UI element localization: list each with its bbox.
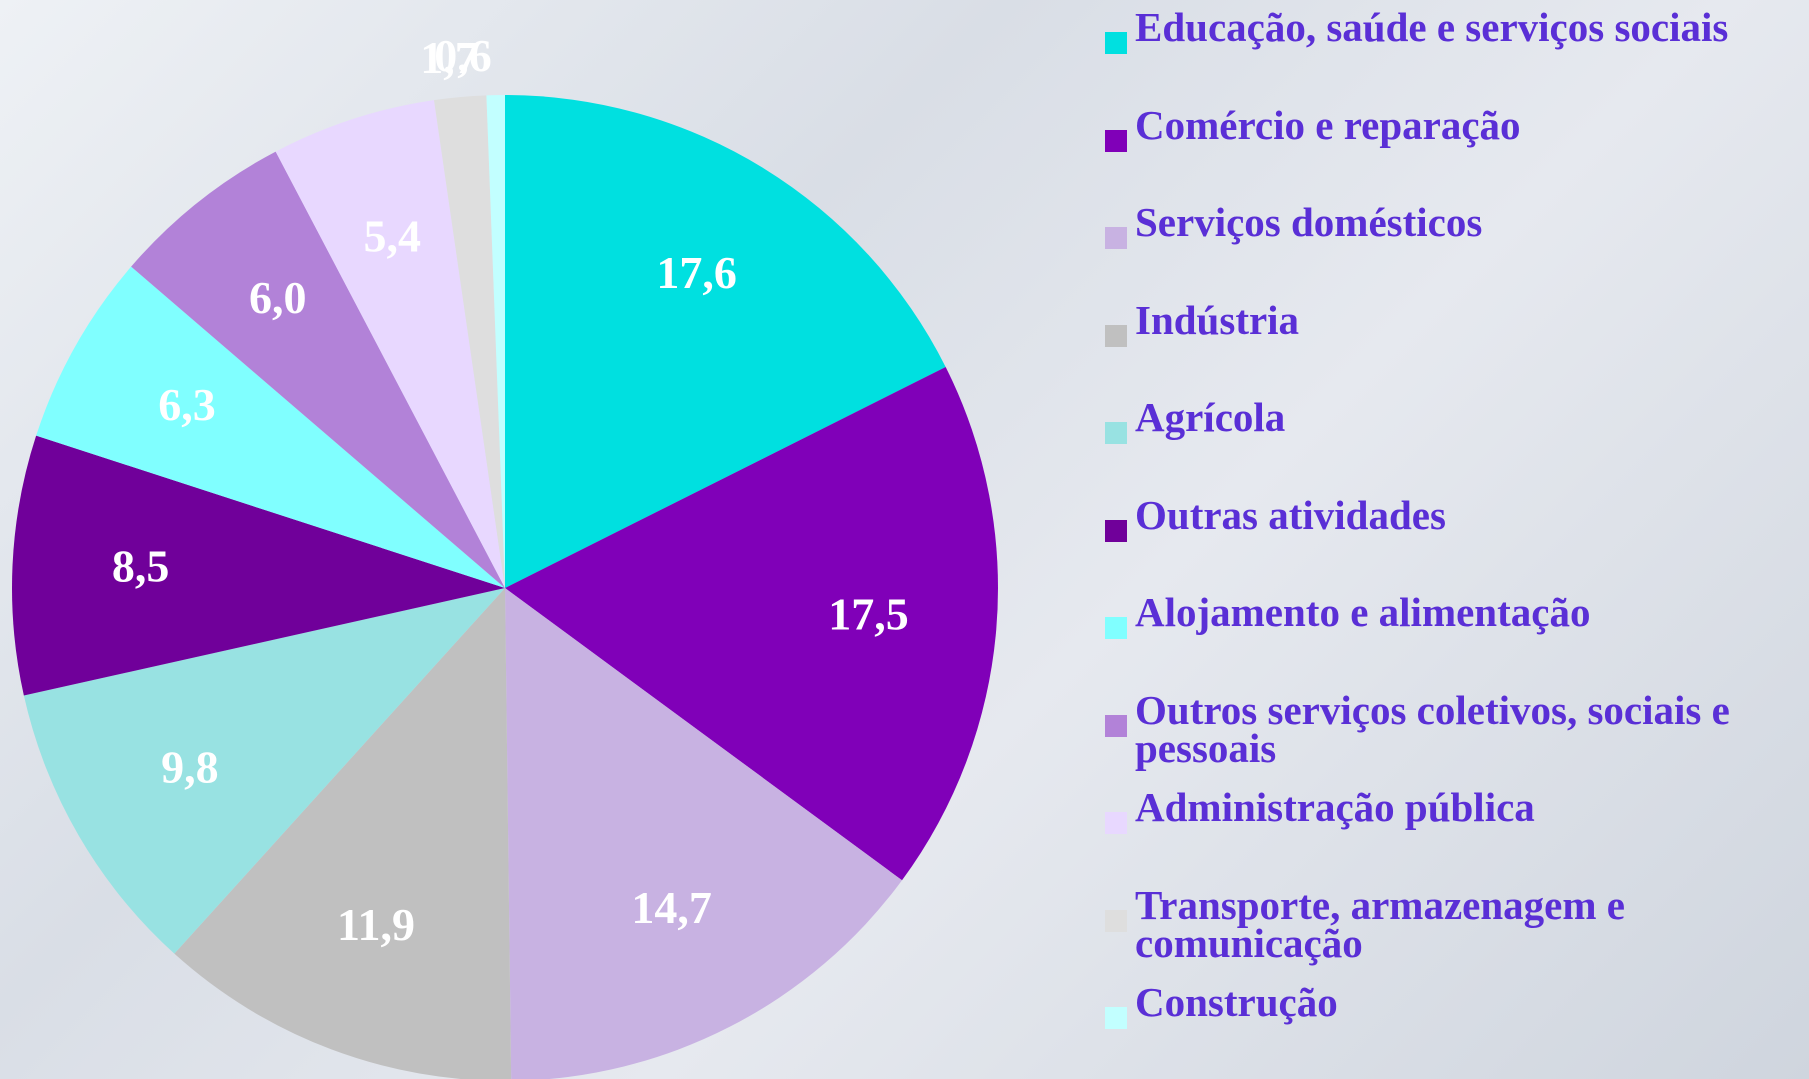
- slice-label: 11,9: [337, 899, 415, 950]
- legend-item: Alojamento e alimentação: [1105, 589, 1805, 639]
- legend-swatch: [1105, 909, 1127, 932]
- legend-swatch: [1105, 422, 1127, 444]
- legend-item: Indústria: [1105, 296, 1805, 347]
- legend-label: Outras atividades: [1135, 491, 1446, 538]
- legend-label: Serviços domésticos: [1135, 199, 1483, 245]
- pie-slice: [36, 266, 505, 588]
- legend-item: Construção: [1105, 979, 1805, 1029]
- legend-label: Transporte, armazenagem e comunicação: [1135, 881, 1625, 966]
- legend-item: Serviços domésticos: [1105, 199, 1805, 249]
- legend-label: Outros serviços coletivos, sociais e pes…: [1135, 686, 1730, 771]
- legend-label: Administração pública: [1135, 784, 1535, 830]
- slice-label: 8,5: [112, 540, 170, 591]
- slice-label: 5,4: [364, 211, 422, 262]
- pie-slice: [23, 588, 505, 954]
- pie-slice: [505, 588, 903, 1079]
- pie-slice: [486, 95, 505, 588]
- legend-label: Educação, saúde e serviços sociais: [1135, 4, 1729, 50]
- legend-swatch: [1105, 32, 1127, 54]
- slice-label: 6,0: [249, 272, 307, 323]
- slice-label: 9,8: [161, 741, 219, 792]
- legend-swatch: [1105, 714, 1127, 737]
- legend-swatch: [1105, 812, 1127, 834]
- legend-swatch: [1105, 129, 1127, 152]
- legend-label: Construção: [1135, 979, 1338, 1025]
- pie-slice: [505, 366, 998, 881]
- pie-slice: [434, 95, 505, 589]
- pie-slice: [131, 151, 506, 588]
- legend-swatch: [1105, 617, 1127, 639]
- slice-label: 17,5: [828, 588, 909, 639]
- legend-swatch: [1105, 519, 1127, 542]
- legend-label: Agrícola: [1135, 394, 1286, 440]
- legend-item: Outras atividades: [1105, 491, 1805, 542]
- legend-item: Outros serviços coletivos, sociais e pes…: [1105, 686, 1805, 771]
- legend-swatch: [1105, 227, 1127, 249]
- slice-label: 6,3: [158, 379, 216, 430]
- legend-swatch: [1105, 324, 1127, 347]
- legend-item: Transporte, armazenagem e comunicação: [1105, 881, 1805, 966]
- slice-label: 14,7: [631, 882, 712, 933]
- legend-item: Administração pública: [1105, 784, 1805, 834]
- legend-swatch: [1105, 1007, 1127, 1029]
- pie-slice: [174, 588, 512, 1079]
- legend-item: Comércio e reparação: [1105, 101, 1805, 152]
- slice-label: 1,7: [420, 32, 478, 83]
- pie-slice: [11, 435, 505, 696]
- legend-label: Comércio e reparação: [1135, 101, 1521, 148]
- legend-item: Agrícola: [1105, 394, 1805, 444]
- legend-item: Educação, saúde e serviços sociais: [1105, 4, 1805, 54]
- slice-label: 0,6: [434, 30, 492, 81]
- slice-label: 17,6: [656, 247, 737, 298]
- pie-slice: [275, 100, 505, 588]
- legend-label: Alojamento e alimentação: [1135, 589, 1591, 635]
- pie-slice: [505, 95, 946, 588]
- legend-label: Indústria: [1135, 296, 1300, 343]
